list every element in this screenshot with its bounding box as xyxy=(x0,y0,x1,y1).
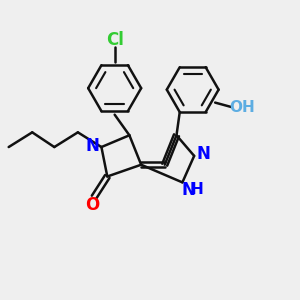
Text: N: N xyxy=(85,136,100,154)
Text: N: N xyxy=(181,181,195,199)
Text: O: O xyxy=(85,196,100,214)
Text: Cl: Cl xyxy=(106,32,124,50)
Text: N: N xyxy=(196,146,210,164)
Text: OH: OH xyxy=(230,100,255,115)
Text: H: H xyxy=(191,182,203,197)
